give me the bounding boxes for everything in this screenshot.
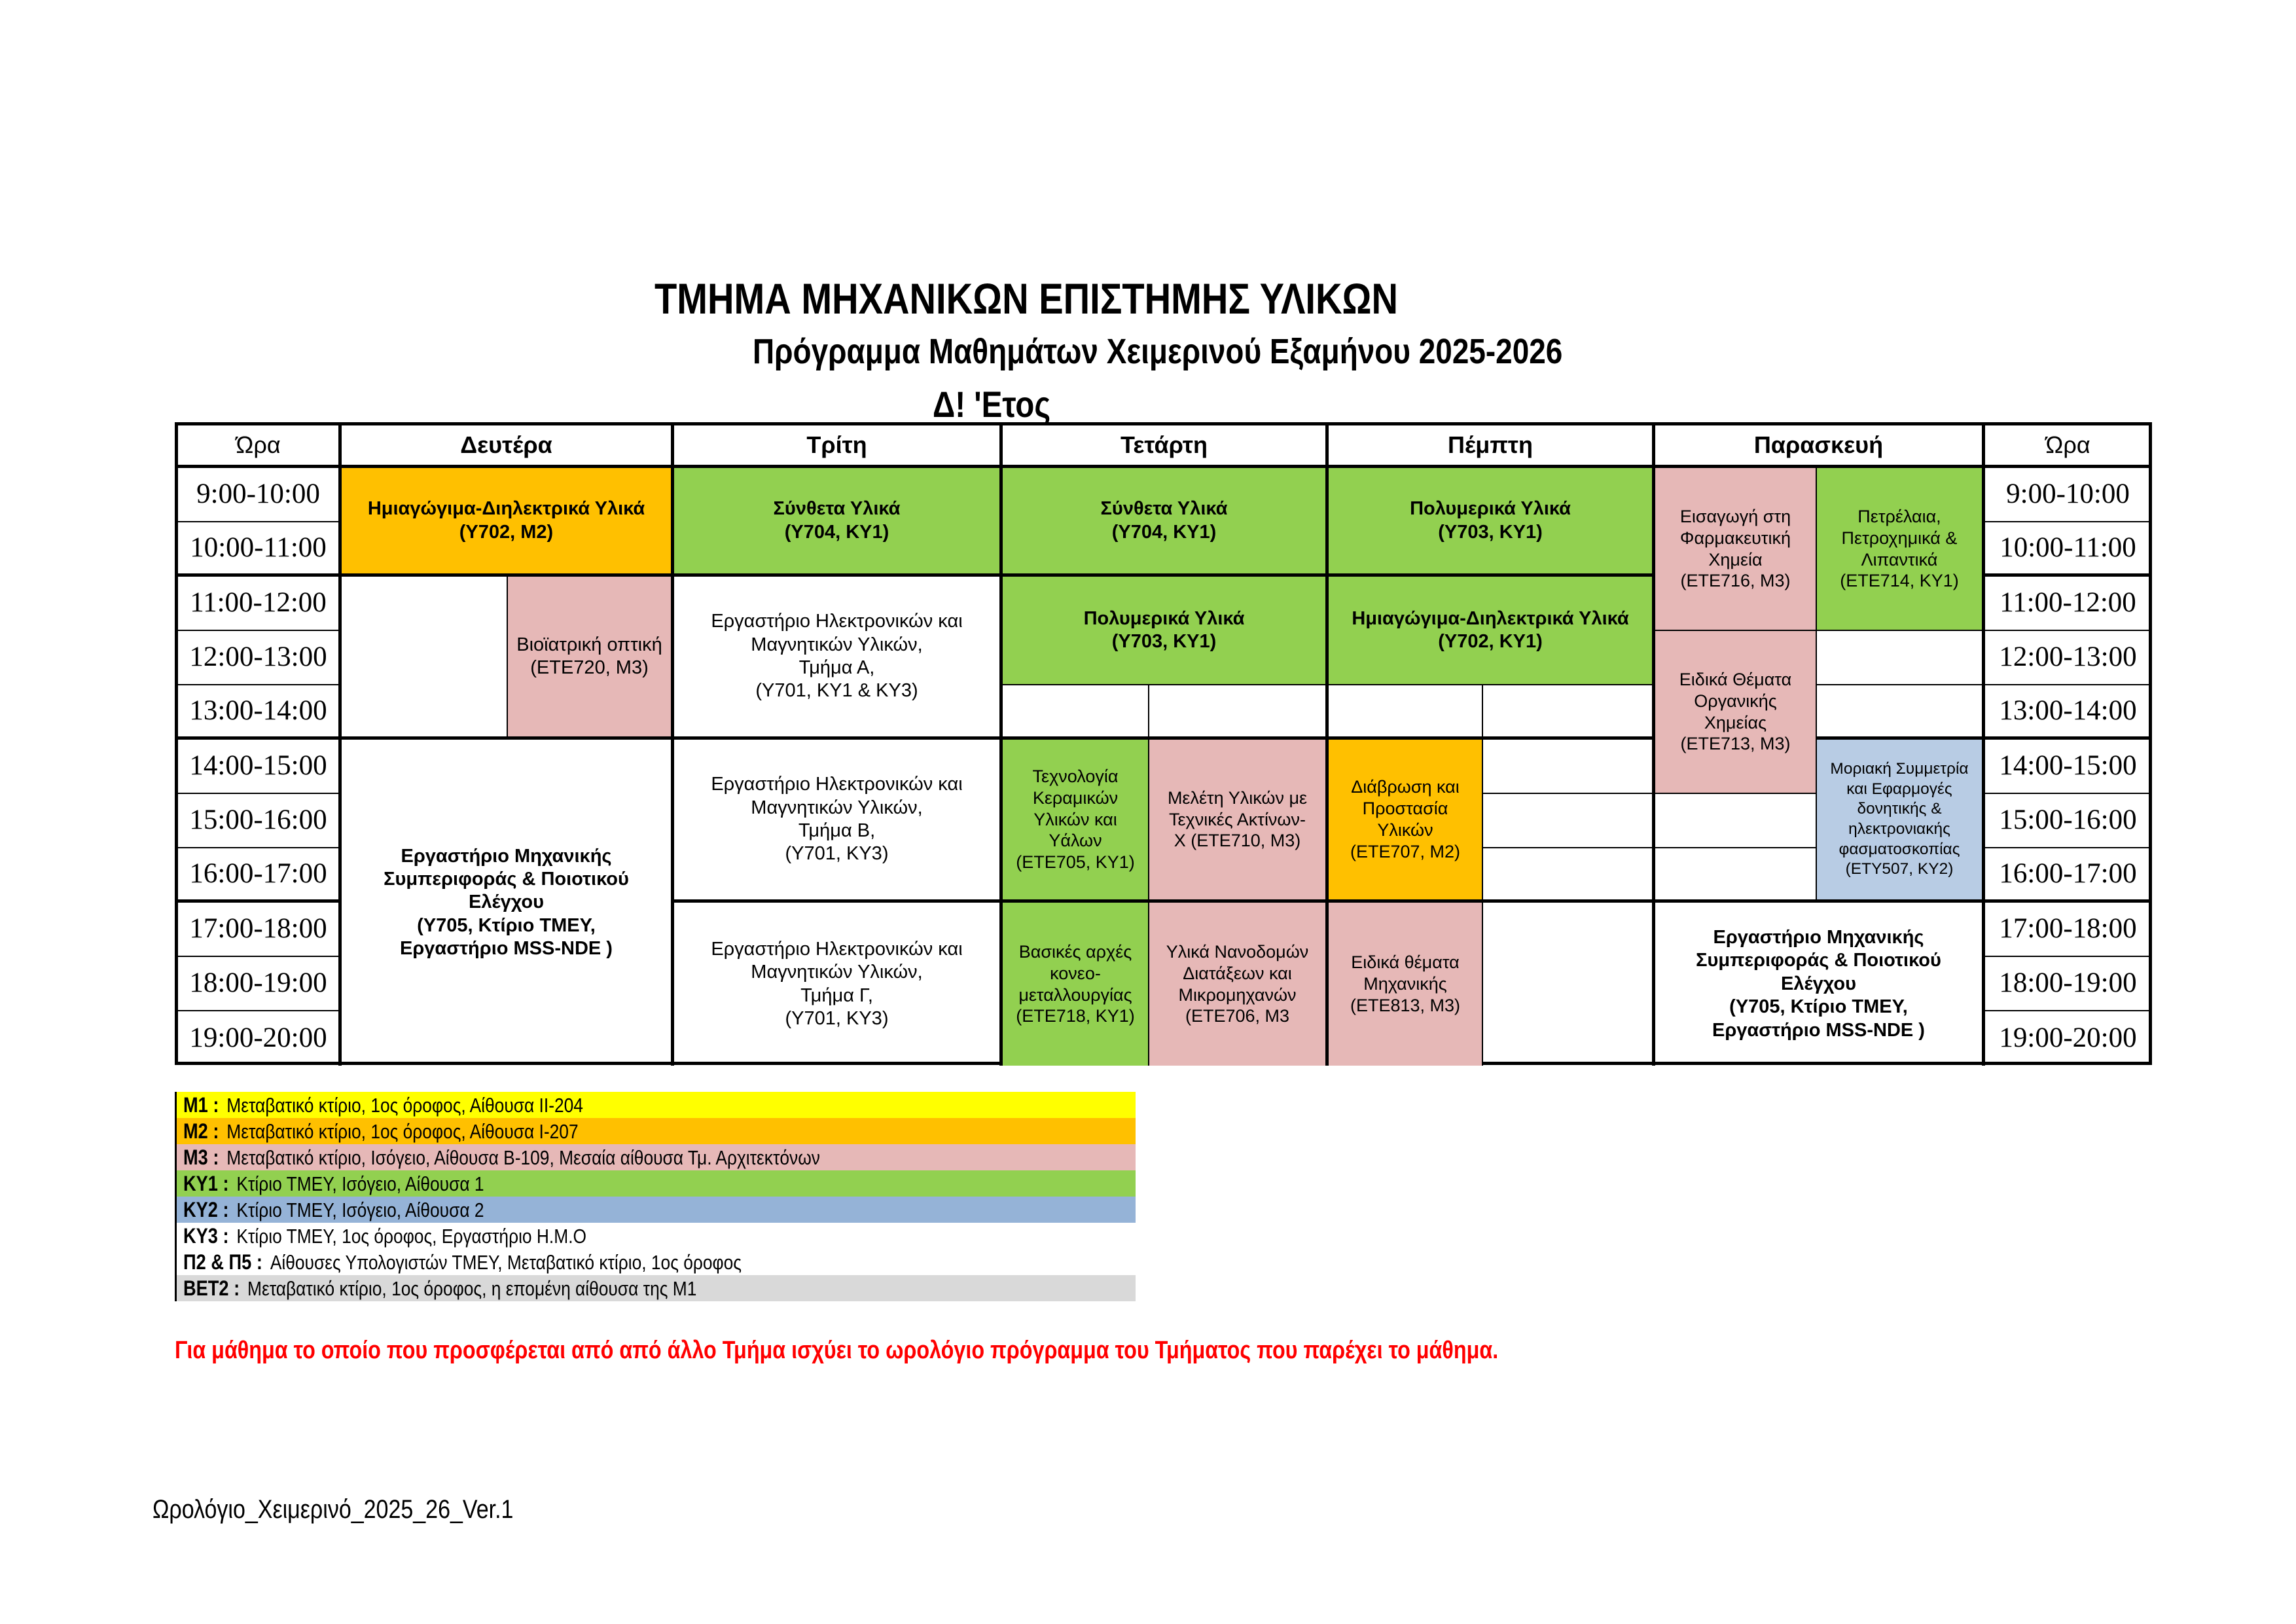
year-label: Δ! 'Ετος [933, 384, 1051, 425]
time-right-1700: 17:00-18:00 [1985, 903, 2151, 957]
time-left-1000: 10:00-11:00 [178, 522, 342, 577]
legend-text: Κτίριο ΤΜΕΥ, 1ος όροφος, Εργαστήριο Η.Μ.… [236, 1224, 587, 1248]
course-wed-composites: Σύνθετα Υλικά (Υ704, ΚΥ1) [1003, 468, 1329, 577]
course-fri-mss-lab: Εργαστήριο Μηχανικής Συμπεριφοράς & Ποιο… [1655, 903, 1985, 1066]
empty-cell-wed-13-14-left [1003, 685, 1149, 740]
time-left-1400: 14:00-15:00 [178, 740, 342, 794]
course-thu-corrosion: Διάβρωση και Προστασία Υλικών (ΕΤΕ707, Μ… [1329, 740, 1483, 903]
course-thu-semiconductors: Ημιαγώγιμα-Διηλεκτρικά Υλικά (Υ702, ΚΥ1) [1329, 577, 1655, 685]
time-left-1200: 12:00-13:00 [178, 631, 342, 685]
time-left-1500: 15:00-16:00 [178, 794, 342, 848]
course-tue-composites: Σύνθετα Υλικά (Υ704, ΚΥ1) [674, 468, 1003, 577]
empty-cell-thu-13-14-left [1329, 685, 1483, 740]
time-left-1600: 16:00-17:00 [178, 848, 342, 903]
room-legend: Μ1 : Μεταβατικό κτίριο, 1ος όροφος, Αίθου… [175, 1092, 1136, 1301]
schedule-table: Ώρα Δευτέρα Τρίτη Τετάρτη Πέμπτη Παρασκε… [175, 422, 2152, 1066]
page-title: ΤΜΗΜΑ ΜΗΧΑΝΙΚΩΝ ΕΠΙΣΤΗΜΗΣ ΥΛΙΚΩΝ [655, 274, 1398, 323]
course-tue-electronics-lab-a: Εργαστήριο Ηλεκτρονικών και Μαγνητικών Υ… [674, 577, 1003, 740]
course-thu-special-mechanics: Ειδικά θέματα Μηχανικής (ΕΤΕ813, Μ3) [1329, 903, 1483, 1066]
header-monday: Δευτέρα [342, 425, 674, 468]
legend-text: Κτίριο ΤΜΕΥ, Ισόγειο, Αίθουσα 2 [236, 1198, 484, 1221]
legend-text: Μεταβατικό κτίριο, 1ος όροφος, Αίθουσα Ι… [226, 1119, 579, 1143]
course-fri-molecular-symmetry: Μοριακή Συμμετρία και Εφαρμογές δονητική… [1817, 740, 1985, 903]
document-version-footer: Ωρολόγιο_Χειμερινό_2025_26_Ver.1 [152, 1495, 514, 1524]
legend-text: Μεταβατικό κτίριο, 1ος όροφος, η επομένη… [247, 1276, 697, 1300]
empty-cell-fri-15-16 [1655, 794, 1817, 848]
course-tue-electronics-lab-b: Εργαστήριο Ηλεκτρονικών και Μαγνητικών Υ… [674, 740, 1003, 903]
course-fri-pharma-chemistry: Εισαγωγή στη Φαρμακευτική Χημεία (ΕΤΕ716… [1655, 468, 1817, 631]
external-course-note: Για μάθημα το οποίο που προσφέρεται από … [175, 1337, 1499, 1364]
legend-label: ΚΥ3 : [183, 1223, 229, 1248]
legend-row-ky3: ΚΥ3 : Κτίριο ΤΜΕΥ, 1ος όροφος, Εργαστήριο… [177, 1223, 1136, 1249]
header-friday: Παρασκευή [1655, 425, 1985, 468]
empty-cell-mon-11-14 [342, 577, 508, 740]
legend-row-m3: Μ3 : Μεταβατικό κτίριο, Ισόγειο, Αίθουσα … [177, 1144, 1136, 1170]
course-tue-electronics-lab-c: Εργαστήριο Ηλεκτρονικών και Μαγνητικών Υ… [674, 903, 1003, 1066]
time-left-1300: 13:00-14:00 [178, 685, 342, 740]
empty-cell-wed-13-14-right [1149, 685, 1329, 740]
course-fri-petroleum: Πετρέλαια, Πετροχημικά & Λιπαντικά (ΕΤΕ7… [1817, 468, 1985, 631]
time-left-1100: 11:00-12:00 [178, 577, 342, 631]
legend-row-m1: Μ1 : Μεταβατικό κτίριο, 1ος όροφος, Αίθου… [177, 1092, 1136, 1118]
legend-label: ΚΥ1 : [183, 1171, 229, 1195]
legend-row-m2: Μ2 : Μεταβατικό κτίριο, 1ος όροφος, Αίθου… [177, 1118, 1136, 1144]
empty-cell-fri-12-13 [1817, 631, 1985, 685]
header-wednesday: Τετάρτη [1003, 425, 1329, 468]
time-left-1900: 19:00-20:00 [178, 1011, 342, 1066]
time-right-1300: 13:00-14:00 [1985, 685, 2151, 740]
course-wed-powder-metallurgy: Βασικές αρχές κονεο- μεταλλουργίας (ΕΤΕ7… [1003, 903, 1149, 1066]
time-right-1800: 18:00-19:00 [1985, 957, 2151, 1011]
legend-row-ky2: ΚΥ2 : Κτίριο ΤΜΕΥ, Ισόγειο, Αίθουσα 2 [177, 1197, 1136, 1223]
legend-row-bet2: ΒΕΤ2 : Μεταβατικό κτίριο, 1ος όροφος, η ε… [177, 1275, 1136, 1301]
legend-label: ΚΥ2 : [183, 1197, 229, 1221]
empty-cell-thu-14-15 [1483, 740, 1655, 794]
course-wed-polymers: Πολυμερικά Υλικά (Υ703, ΚΥ1) [1003, 577, 1329, 685]
legend-text: Κτίριο ΤΜΕΥ, Ισόγειο, Αίθουσα 1 [236, 1172, 484, 1195]
empty-cell-fri-16-17 [1655, 848, 1817, 903]
legend-label: Π2 & Π5 : [183, 1250, 262, 1274]
page-subtitle: Πρόγραμμα Μαθημάτων Χειμερινού Εξαμήνου … [753, 332, 1563, 371]
legend-label: ΒΕΤ2 : [183, 1276, 240, 1300]
empty-cell-fri-13-14 [1817, 685, 1985, 740]
course-mon-mss-lab: Εργαστήριο Μηχανικής Συμπεριφοράς & Ποιο… [342, 740, 674, 1066]
legend-row-ky1: ΚΥ1 : Κτίριο ΤΜΕΥ, Ισόγειο, Αίθουσα 1 [177, 1170, 1136, 1197]
time-left-0900: 9:00-10:00 [178, 468, 342, 522]
header-tuesday: Τρίτη [674, 425, 1003, 468]
legend-label: Μ1 : [183, 1092, 219, 1117]
time-right-1900: 19:00-20:00 [1999, 1022, 2137, 1054]
time-right-1100: 11:00-12:00 [1985, 577, 2151, 631]
legend-text: Αίθουσες Υπολογιστών ΤΜΕΥ, Μεταβατικό κτ… [270, 1250, 742, 1274]
header-time-left: Ώρα [178, 425, 342, 468]
time-left-1700: 17:00-18:00 [178, 903, 342, 957]
time-right-1000: 10:00-11:00 [1985, 522, 2151, 577]
legend-label: Μ3 : [183, 1145, 219, 1169]
legend-label: Μ2 : [183, 1119, 219, 1143]
course-thu-polymers: Πολυμερικά Υλικά (Υ703, ΚΥ1) [1329, 468, 1655, 577]
header-thursday: Πέμπτη [1329, 425, 1655, 468]
course-mon-semiconductors: Ημιαγώγιμα-Διηλεκτρικά Υλικά (Υ702, Μ2) [342, 468, 674, 577]
empty-cell-thu-15-16 [1483, 794, 1655, 848]
time-left-1800: 18:00-19:00 [178, 957, 342, 1011]
course-wed-nanostructures: Υλικά Νανοδομών Διατάξεων και Μικρομηχαν… [1149, 903, 1329, 1066]
empty-cell-thu-13-14-right [1483, 685, 1655, 740]
legend-text: Μεταβατικό κτίριο, Ισόγειο, Αίθουσα Β-10… [226, 1146, 820, 1169]
time-right-0900: 9:00-10:00 [1985, 468, 2151, 522]
time-right-1500: 15:00-16:00 [1985, 794, 2151, 848]
header-time-right: Ώρα [1985, 425, 2151, 468]
course-fri-organic-chemistry: Ειδικά Θέματα Οργανικής Χημείας (ΕΤΕ713,… [1655, 631, 1817, 794]
time-right-1600: 16:00-17:00 [1985, 848, 2151, 903]
course-wed-ceramics: Τεχνολογία Κεραμικών Υλικών και Υάλων (Ε… [1003, 740, 1149, 903]
empty-cell-thu-17-20 [1483, 903, 1655, 1066]
legend-row-p2p5: Π2 & Π5 : Αίθουσες Υπολογιστών ΤΜΕΥ, Μετα… [177, 1249, 1136, 1275]
time-right-1400: 14:00-15:00 [1985, 740, 2151, 794]
course-wed-xray: Μελέτη Υλικών με Τεχνικές Ακτίνων- Χ (ΕΤ… [1149, 740, 1329, 903]
legend-text: Μεταβατικό κτίριο, 1ος όροφος, Αίθουσα Ι… [226, 1093, 583, 1117]
course-mon-biomedical-optics: Βιοϊατρική οπτική (ΕΤΕ720, Μ3) [508, 577, 674, 740]
empty-cell-thu-16-17 [1483, 848, 1655, 903]
time-right-1200: 12:00-13:00 [1985, 631, 2151, 685]
